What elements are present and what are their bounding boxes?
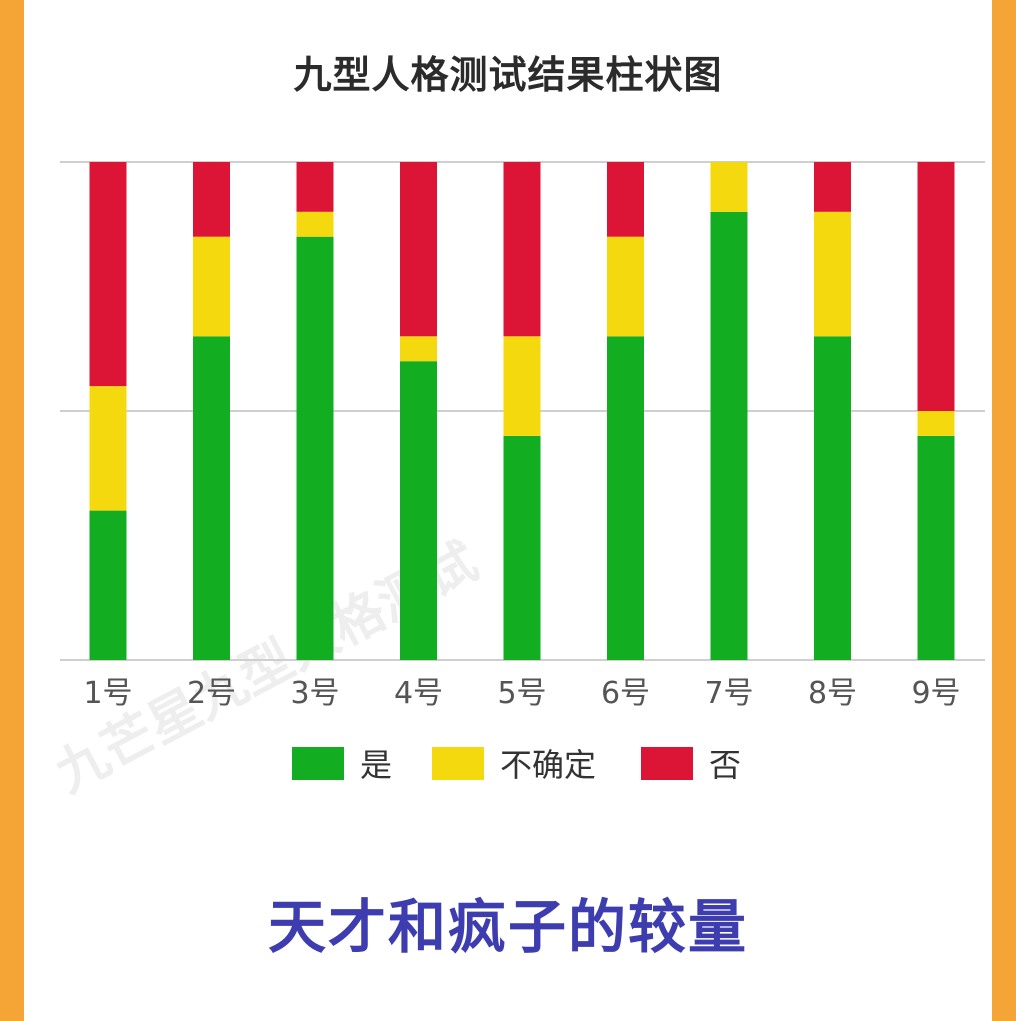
x-tick-label: 3号 — [290, 676, 339, 711]
chart-title: 九型人格测试结果柱状图 — [293, 53, 723, 97]
subtitle: 天才和疯子的较量 — [267, 893, 748, 961]
bar-segment-6-series-3 — [607, 162, 644, 237]
x-tick-label: 8号 — [808, 676, 857, 711]
bar-segment-4-series-3 — [400, 162, 437, 337]
legend-swatch-1 — [292, 747, 344, 780]
bar-segment-3-series-2 — [296, 211, 334, 237]
x-tick-label: 9号 — [911, 676, 960, 711]
bar-segment-4-series-1 — [400, 361, 437, 660]
bar-segment-2-series-1 — [193, 336, 230, 660]
bar-segment-3-series-1 — [296, 236, 334, 660]
bar-segment-4-series-2 — [400, 336, 437, 362]
bar-segment-5-series-1 — [503, 435, 541, 660]
bar-segment-5-series-3 — [503, 162, 541, 337]
x-tick-label: 6号 — [601, 676, 650, 711]
bar-segment-7-series-2 — [710, 162, 748, 212]
bar-segment-2-series-3 — [193, 162, 230, 237]
bar-segment-9-series-1 — [917, 435, 955, 660]
x-tick-label: 5号 — [497, 676, 546, 711]
bar-segment-1-series-1 — [89, 510, 127, 660]
x-tick-label: 4号 — [394, 676, 443, 711]
legend-label-1: 是 — [360, 746, 392, 784]
bar-segment-1-series-2 — [89, 386, 127, 511]
bar-segment-1-series-3 — [89, 162, 127, 387]
x-tick-label: 1号 — [83, 676, 132, 711]
x-tick-label: 2号 — [187, 676, 236, 711]
legend-label-2: 不确定 — [500, 746, 596, 784]
bar-segment-6-series-2 — [607, 236, 644, 337]
legend-label-3: 否 — [709, 746, 741, 784]
bar-segment-3-series-3 — [296, 162, 334, 212]
bar-segment-7-series-1 — [710, 211, 748, 661]
bar-segment-8-series-3 — [814, 162, 851, 212]
x-tick-label: 7号 — [704, 676, 753, 711]
bar-segment-9-series-2 — [917, 411, 955, 436]
legend-swatch-3 — [641, 747, 693, 780]
bar-segment-5-series-2 — [503, 336, 541, 436]
bar-segment-9-series-3 — [917, 162, 955, 411]
bar-segment-8-series-1 — [814, 336, 851, 660]
bar-segment-8-series-2 — [814, 211, 851, 337]
bar-segment-6-series-1 — [607, 336, 644, 660]
legend-swatch-2 — [432, 747, 484, 780]
stacked-bar-chart: 1号 2号 3号 4号 5号 6号 7号 8号 9号是 不确定 否 — [60, 161, 985, 784]
bar-segment-2-series-2 — [193, 236, 230, 337]
